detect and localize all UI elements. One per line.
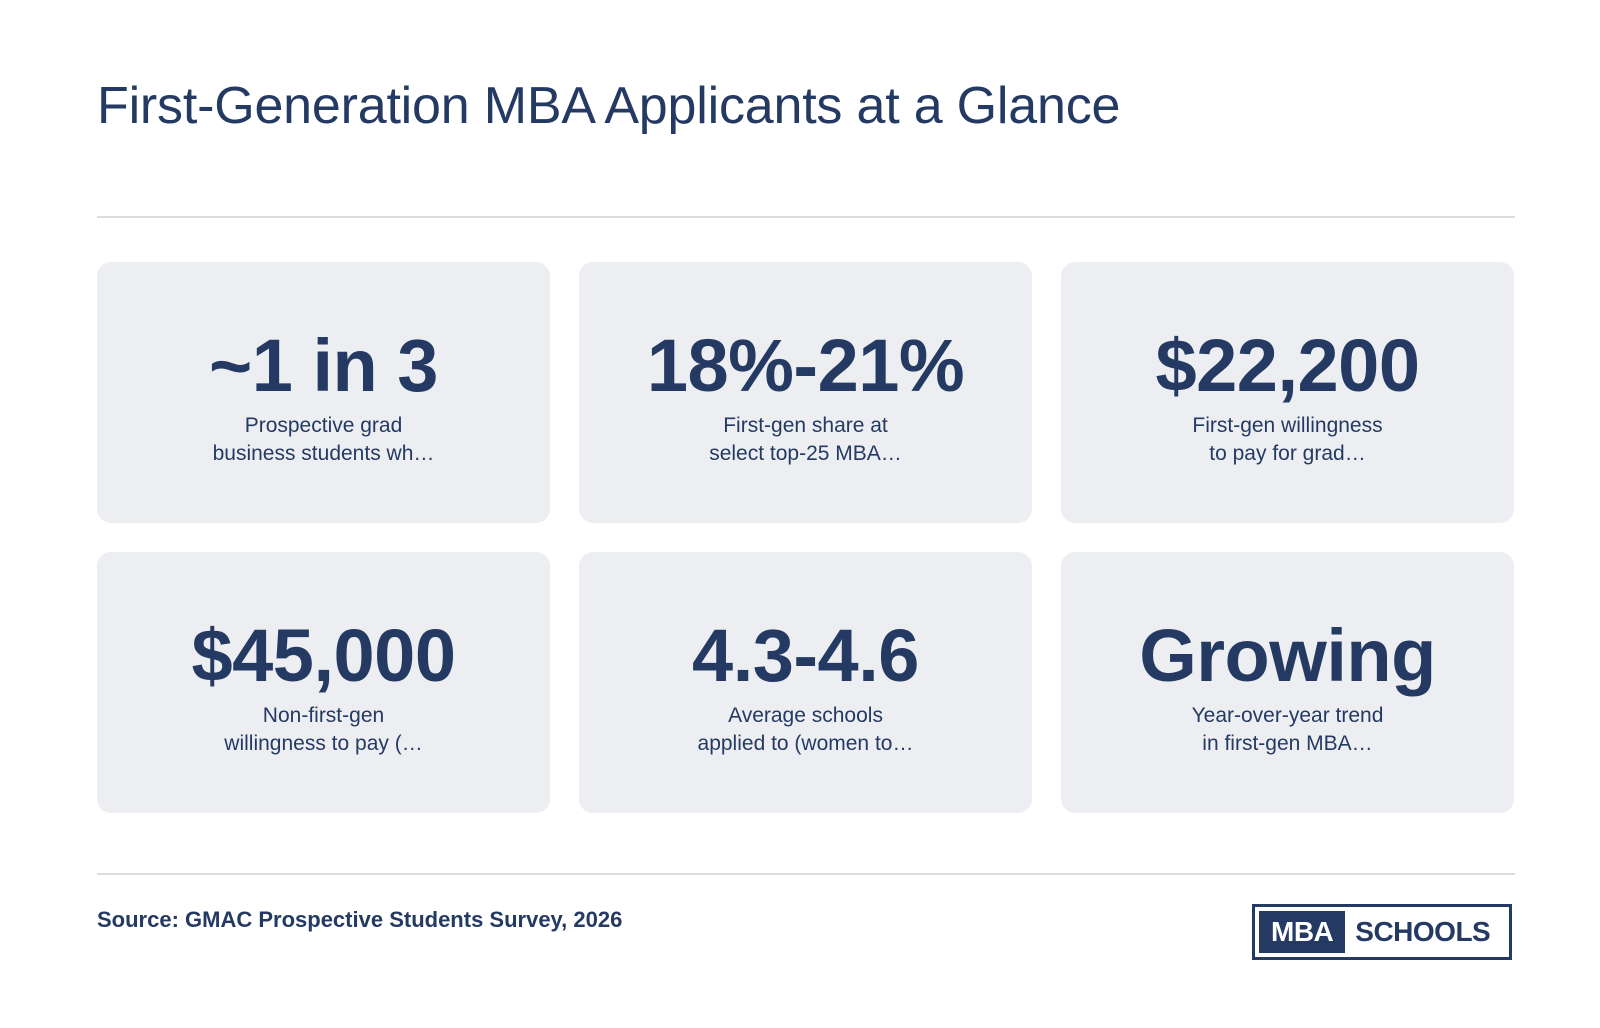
logo-mba-text: MBA: [1259, 911, 1346, 953]
bottom-divider: [97, 873, 1515, 875]
stat-description: Average schools applied to (women to…: [579, 702, 1032, 758]
stat-card-share: 18%-21% First-gen share at select top-25…: [579, 262, 1032, 523]
stat-description: First-gen share at select top-25 MBA…: [579, 412, 1032, 468]
stat-value: $22,200: [1155, 324, 1421, 407]
stat-description-line: to pay for grad…: [1209, 442, 1366, 465]
top-divider: [97, 216, 1515, 218]
stat-card-ratio: ~1 in 3 Prospective grad business studen…: [97, 262, 550, 523]
stat-description-line: Year-over-year trend: [1191, 704, 1384, 727]
stat-description: Prospective grad business students wh…: [97, 412, 550, 468]
stat-value: 4.3-4.6: [692, 614, 919, 697]
stat-value: ~1 in 3: [209, 324, 438, 407]
stat-description-line: business students wh…: [212, 442, 435, 465]
logo-schools-text: SCHOOLS: [1355, 916, 1491, 947]
stat-description: Non-first-gen willingness to pay (…: [97, 702, 550, 758]
stat-description: First-gen willingness to pay for grad…: [1061, 412, 1514, 468]
stat-description-line: First-gen willingness: [1192, 414, 1383, 437]
stat-card-schools-applied: 4.3-4.6 Average schools applied to (wome…: [579, 552, 1032, 813]
stat-description-line: Non-first-gen: [262, 704, 385, 727]
stat-value: Growing: [1139, 614, 1436, 697]
stat-description-line: in first-gen MBA…: [1202, 732, 1373, 755]
stat-value: 18%-21%: [646, 324, 965, 407]
stat-description-line: Average schools: [728, 704, 883, 727]
source-citation: Source: GMAC Prospective Students Survey…: [97, 907, 623, 932]
stat-card-trend: Growing Year-over-year trend in first-ge…: [1061, 552, 1514, 813]
stat-description-line: select top-25 MBA…: [709, 442, 902, 465]
stat-description-line: willingness to pay (…: [224, 732, 423, 755]
stats-grid: ~1 in 3 Prospective grad business studen…: [97, 262, 1515, 813]
page-title: First-Generation MBA Applicants at a Gla…: [97, 77, 1121, 135]
stat-description-line: Prospective grad: [244, 414, 403, 437]
stat-description-line: applied to (women to…: [697, 732, 914, 755]
stat-card-first-gen-pay: $22,200 First-gen willingness to pay for…: [1061, 262, 1514, 523]
stat-description-line: First-gen share at: [723, 414, 888, 437]
mba-schools-logo: MBA SCHOOLS: [1252, 904, 1512, 960]
stat-card-non-first-gen-pay: $45,000 Non-first-gen willingness to pay…: [97, 552, 550, 813]
stat-value: $45,000: [191, 614, 457, 697]
stat-description: Year-over-year trend in first-gen MBA…: [1061, 702, 1514, 758]
